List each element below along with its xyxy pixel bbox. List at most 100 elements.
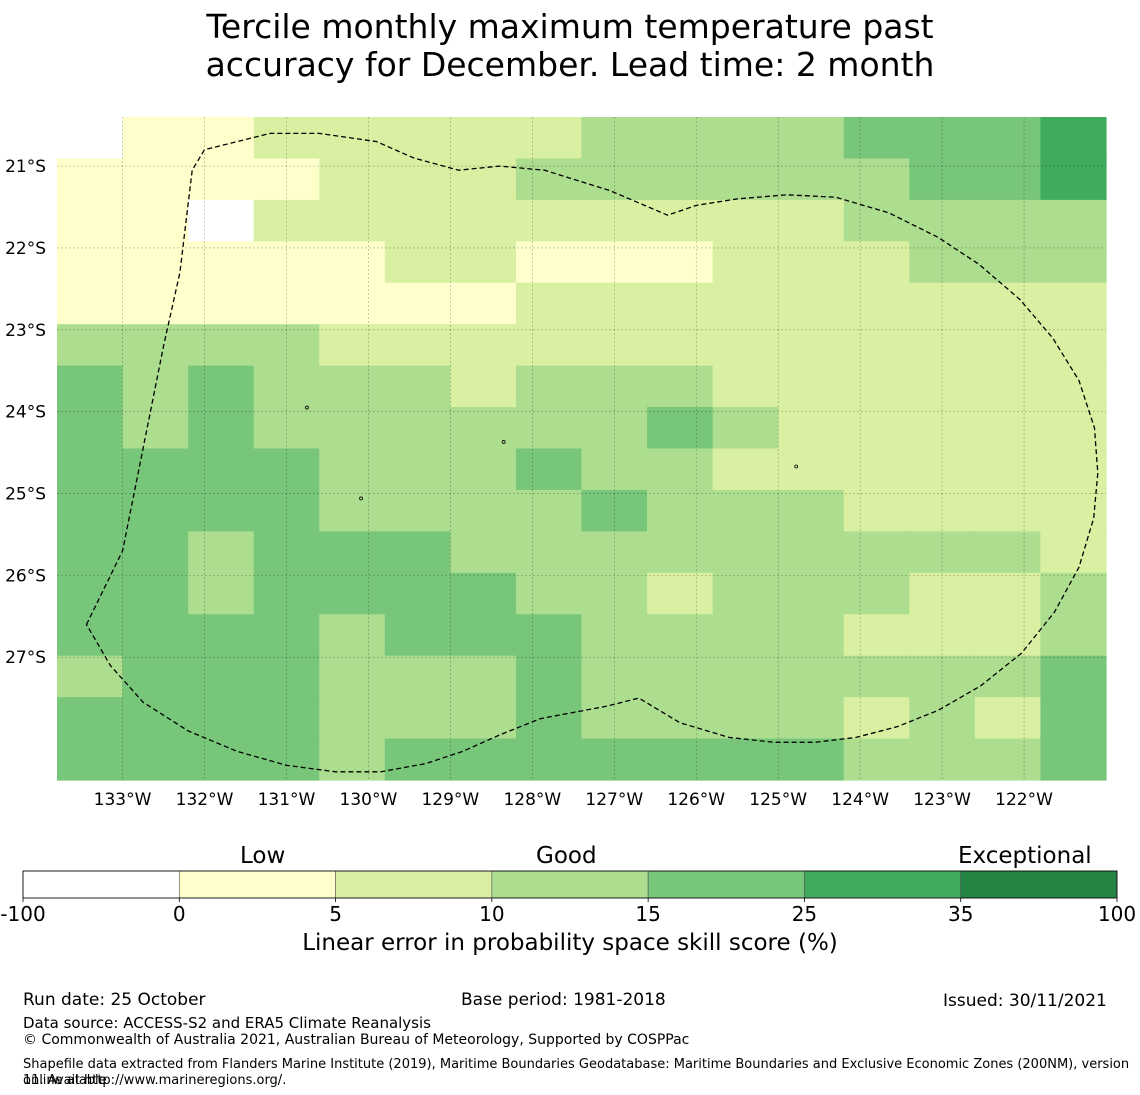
grid-cell (384, 697, 451, 740)
grid-cell (712, 697, 779, 740)
grid-cell (450, 531, 517, 574)
grid-cell (647, 158, 714, 201)
grid-cell (778, 199, 845, 242)
grid-cell (319, 697, 386, 740)
grid-cell (188, 158, 255, 201)
grid-cell (253, 531, 320, 574)
island-marker (305, 405, 309, 410)
grid-cell (1040, 199, 1107, 242)
grid-cell (581, 158, 648, 201)
grid-cell (581, 365, 648, 408)
grid-cell (57, 697, 124, 740)
grid-cell (253, 282, 320, 325)
grid-cell (843, 158, 910, 201)
grid-cell (843, 572, 910, 615)
grid-cell (122, 407, 189, 450)
lon-tick-label: 127°W (585, 790, 643, 810)
data-source: Data source: ACCESS-S2 and ERA5 Climate … (23, 1014, 431, 1032)
grid-cell (319, 655, 386, 698)
grid-cell (843, 614, 910, 657)
grid-cell (188, 199, 255, 242)
grid-cell (778, 531, 845, 574)
grid-cell (909, 738, 976, 781)
grid-cell (57, 407, 124, 450)
grid-cell (909, 614, 976, 657)
grid-cell (319, 531, 386, 574)
base-period: Base period: 1981-2018 (461, 990, 666, 1010)
grid-cell (188, 572, 255, 615)
grid-cell (515, 697, 583, 740)
grid-cell (581, 572, 648, 615)
grid-cell (319, 324, 386, 367)
grid-cell (188, 489, 255, 532)
grid-cell (253, 448, 320, 491)
colorbar-bin (960, 870, 1118, 899)
grid-cell (974, 407, 1042, 450)
grid-cell (319, 448, 386, 491)
grid-cell (253, 407, 320, 450)
grid-cell (712, 199, 779, 242)
grid-cell (712, 407, 779, 450)
grid-cell (1040, 572, 1107, 615)
grid-cell (319, 614, 386, 657)
grid-cell (974, 489, 1042, 532)
grid-cell (647, 282, 714, 325)
grid-cell (57, 489, 124, 532)
colorbar-bin (491, 870, 649, 899)
grid-cell (384, 282, 451, 325)
grid-cell (974, 738, 1042, 781)
grid-cell (57, 572, 124, 615)
lon-tick-label: 122°W (995, 790, 1053, 810)
grid-cell (122, 489, 189, 532)
colorbar-bin (22, 870, 180, 899)
grid-cell (515, 531, 583, 574)
grid-cell (974, 572, 1042, 615)
grid-cell (384, 158, 451, 201)
grid-cell (384, 117, 451, 160)
grid-cell (122, 531, 189, 574)
grid-cell (515, 738, 583, 781)
skill-grid (57, 117, 1107, 781)
colorbar-tick-label: 35 (948, 902, 973, 926)
lat-tick-label: 23°S (5, 321, 46, 341)
grid-cell (909, 407, 976, 450)
grid-cell (843, 241, 910, 284)
colorbar-frame (22, 870, 1118, 899)
grid-cell (778, 282, 845, 325)
grid-cell (384, 655, 451, 698)
grid-cell (515, 324, 583, 367)
grid-cell (712, 655, 779, 698)
grid-cell (778, 489, 845, 532)
lon-tick-label: 131°W (258, 790, 316, 810)
shapefile-credit-line-1: Shapefile data extracted from Flanders M… (23, 1057, 1130, 1088)
grid-cell (778, 655, 845, 698)
grid-cell (253, 199, 320, 242)
grid-cell (1040, 365, 1107, 408)
colorbar-bin (335, 870, 493, 899)
grid-cell (843, 448, 910, 491)
grid-cell (450, 158, 517, 201)
grid-cell (450, 738, 517, 781)
grid-cell (1040, 282, 1107, 325)
grid-cell (319, 489, 386, 532)
eez-boundary-layer (85, 132, 1099, 773)
grid-cell (450, 448, 517, 491)
grid-cell (778, 572, 845, 615)
grid-cell (843, 531, 910, 574)
grid-cell (450, 282, 517, 325)
lon-tick-label: 126°W (667, 790, 725, 810)
grid-cell (450, 614, 517, 657)
title-line-1: Tercile monthly maximum temperature past (206, 7, 934, 46)
grid-cell (974, 365, 1042, 408)
grid-cell (974, 531, 1042, 574)
grid-cell (1040, 158, 1107, 201)
colorbar-tick-label: 25 (792, 902, 817, 926)
grid-cell (384, 365, 451, 408)
grid-cell (450, 655, 517, 698)
grid-cell (843, 407, 910, 450)
grid-cell (843, 199, 910, 242)
grid-cell (647, 655, 714, 698)
grid-cell (319, 158, 386, 201)
grid-cell (450, 407, 517, 450)
